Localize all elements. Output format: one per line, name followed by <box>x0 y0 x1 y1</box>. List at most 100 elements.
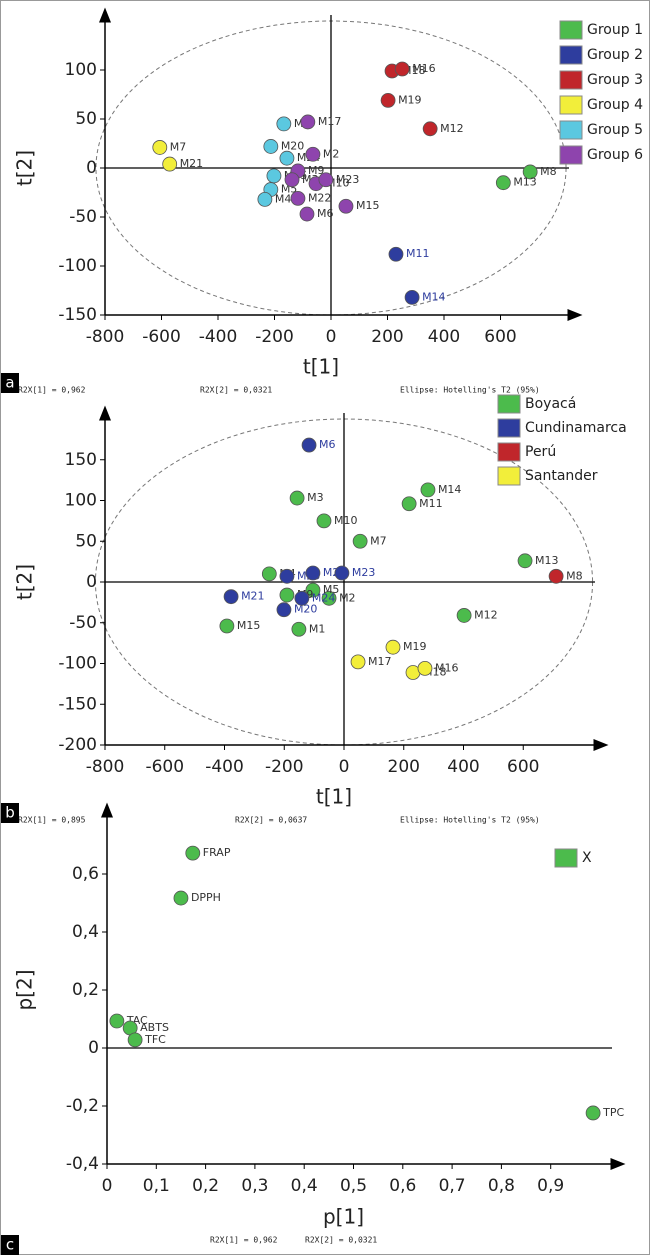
point <box>334 565 350 581</box>
point <box>417 660 433 676</box>
x-tick-label: 0,1 <box>143 1176 170 1196</box>
x-tick-label: -400 <box>205 757 244 777</box>
footer-text: R2X[2] = 0,0321 <box>200 386 272 395</box>
point-label: M17 <box>318 115 342 128</box>
footer-text: R2X[2] = 0,0321 <box>305 1236 377 1245</box>
y-tick-label: 0 <box>86 572 97 592</box>
point-label: M21 <box>180 157 204 170</box>
footer-text: Ellipse: Hotelling's T2 (95%) <box>400 816 540 825</box>
point-label: M1 <box>309 622 326 635</box>
point-label: M7 <box>370 534 387 547</box>
point <box>291 621 307 637</box>
point-label: M21 <box>241 590 265 603</box>
x-tick-label: 0,9 <box>537 1176 564 1196</box>
panel-letter-box <box>1 1235 19 1255</box>
x-tick-label: -600 <box>145 757 184 777</box>
x-tick-label: -800 <box>86 327 125 347</box>
point-label: M11 <box>406 247 430 260</box>
panel-letter: a <box>5 374 14 392</box>
legend-swatch <box>497 466 521 486</box>
point <box>223 589 239 605</box>
x-tick-label: 0,6 <box>389 1176 416 1196</box>
point <box>350 654 366 670</box>
y-tick-label: 150 <box>65 450 97 470</box>
point <box>162 156 178 172</box>
point <box>279 150 295 166</box>
point-label: TPC <box>602 1106 624 1119</box>
point-label: M8 <box>566 569 583 582</box>
legend-swatch <box>559 20 583 40</box>
x-tick-label: 0,4 <box>291 1176 318 1196</box>
point <box>279 587 295 603</box>
point-label: DPPH <box>191 891 221 904</box>
point <box>263 139 279 154</box>
point <box>301 437 317 453</box>
footer-text: Ellipse: Hotelling's T2 (95%) <box>400 386 540 395</box>
panel-letter: b <box>5 804 15 822</box>
point-label: M4 <box>275 192 292 205</box>
y-tick-label: -200 <box>58 735 97 755</box>
point-label: M6 <box>317 207 334 220</box>
point-label: M23 <box>352 566 376 579</box>
legend-swatch <box>497 418 521 438</box>
point <box>305 582 321 598</box>
x-tick-label: 200 <box>371 327 403 347</box>
point-label: M19 <box>398 93 422 106</box>
legend-swatch <box>559 95 583 115</box>
point <box>385 639 401 655</box>
series: M8 <box>548 568 583 584</box>
point <box>495 175 511 191</box>
point-label: M15 <box>356 199 380 212</box>
point <box>300 114 316 130</box>
point-label: TFC <box>144 1033 166 1046</box>
point <box>318 172 334 188</box>
footer-text: R2X[1] = 0,962 <box>210 1236 278 1245</box>
point <box>279 568 295 584</box>
point-label: M7 <box>170 140 187 153</box>
x-tick-label: -200 <box>265 757 304 777</box>
y-tick-label: -150 <box>58 694 97 714</box>
y-tick-label: -100 <box>58 256 97 276</box>
x-tick-label: 400 <box>447 757 479 777</box>
point <box>185 845 201 861</box>
x-tick-label: -200 <box>255 327 294 347</box>
point <box>316 513 332 529</box>
legend-label: Group 3 <box>587 72 643 88</box>
point <box>219 618 235 634</box>
point <box>289 490 305 506</box>
point <box>127 1032 143 1048</box>
footer-text: R2X[2] = 0,0637 <box>235 816 307 825</box>
point <box>152 140 168 155</box>
legend-label: Group 5 <box>587 122 643 138</box>
point <box>173 890 189 906</box>
point-label: M15 <box>237 619 261 632</box>
point <box>517 553 533 569</box>
point-label: M2 <box>339 591 356 604</box>
point-label: M24 <box>312 591 336 604</box>
point-label: M9 <box>308 164 325 177</box>
point <box>388 246 404 262</box>
point <box>290 190 306 206</box>
point <box>404 289 420 305</box>
point-label: M14 <box>422 290 446 303</box>
x-tick-label: 600 <box>484 327 516 347</box>
legend-label: Group 4 <box>587 97 643 113</box>
x-tick-label: 0,8 <box>488 1176 515 1196</box>
y-tick-label: -0,4 <box>66 1154 99 1174</box>
point-label: M3 <box>307 491 324 504</box>
x-tick-label: -600 <box>142 327 181 347</box>
point <box>420 482 436 498</box>
y-tick-label: 0 <box>88 1038 99 1058</box>
point-label: M13 <box>513 176 537 189</box>
x-tick-label: 600 <box>507 757 539 777</box>
x-tick-label: 0,3 <box>241 1176 268 1196</box>
y-tick-label: 50 <box>75 531 97 551</box>
point-label: M22 <box>308 191 332 204</box>
series: M3M10M7M11M14M13M12M4M15M1M2M5M9 <box>219 482 559 637</box>
